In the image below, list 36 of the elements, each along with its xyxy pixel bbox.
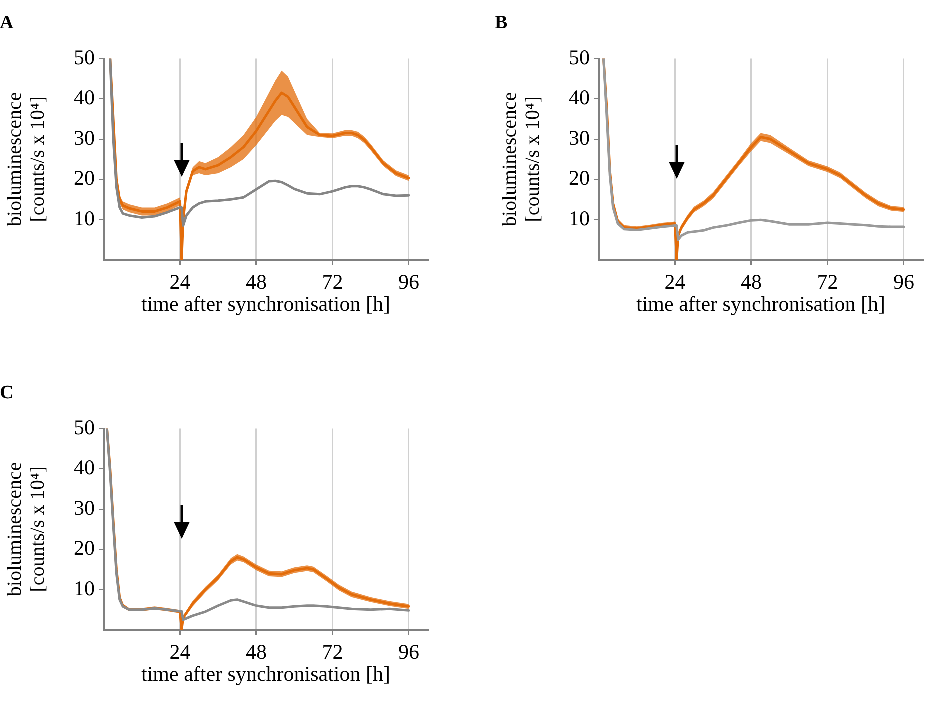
- x-axis-title: time after synchronisation [h]: [636, 292, 886, 316]
- y-tick-label: 20: [569, 166, 590, 190]
- x-tick-label: 72: [322, 270, 344, 294]
- y-axis-title: bioluminescence [counts/s x 10⁴]: [4, 92, 49, 227]
- y-tick-label: 30: [74, 126, 95, 150]
- y-tick-label: 10: [569, 206, 590, 230]
- y-tick-label: 10: [74, 206, 95, 230]
- x-tick-label: 48: [740, 270, 762, 294]
- y-axis-title: bioluminescence [counts/s x 10⁴]: [498, 92, 544, 227]
- y-tick-label: 10: [74, 576, 95, 600]
- y-tick-label: 40: [569, 86, 590, 110]
- y-tick-label: 40: [74, 86, 95, 110]
- x-axis-title: time after synchronisation [h]: [141, 662, 391, 686]
- chart-title: B: [495, 12, 508, 34]
- y-tick-label: 50: [569, 45, 590, 70]
- x-tick-label: 24: [170, 640, 192, 664]
- x-tick-label: 24: [664, 270, 686, 294]
- y-tick-label: 40: [74, 456, 95, 480]
- y-tick-label: 50: [74, 45, 95, 70]
- y-tick-label: 30: [74, 496, 95, 520]
- x-tick-label: 48: [246, 270, 267, 294]
- x-tick-label: 96: [398, 270, 420, 294]
- y-tick-label: 20: [74, 536, 95, 560]
- y-axis-title: bioluminescence [counts/s x 10⁴]: [4, 462, 49, 597]
- y-tick-label: 20: [74, 166, 95, 190]
- x-axis-title: time after synchronisation [h]: [141, 292, 391, 316]
- chart-title: A: [0, 12, 14, 34]
- x-tick-label: 48: [246, 640, 267, 664]
- x-tick-label: 96: [893, 270, 914, 294]
- x-tick-label: 72: [817, 270, 838, 294]
- x-tick-label: 24: [170, 270, 192, 294]
- chart-title: C: [0, 382, 14, 404]
- x-tick-label: 72: [322, 640, 344, 664]
- y-tick-label: 50: [74, 415, 95, 440]
- y-tick-label: 30: [569, 126, 590, 150]
- x-tick-label: 96: [398, 640, 420, 664]
